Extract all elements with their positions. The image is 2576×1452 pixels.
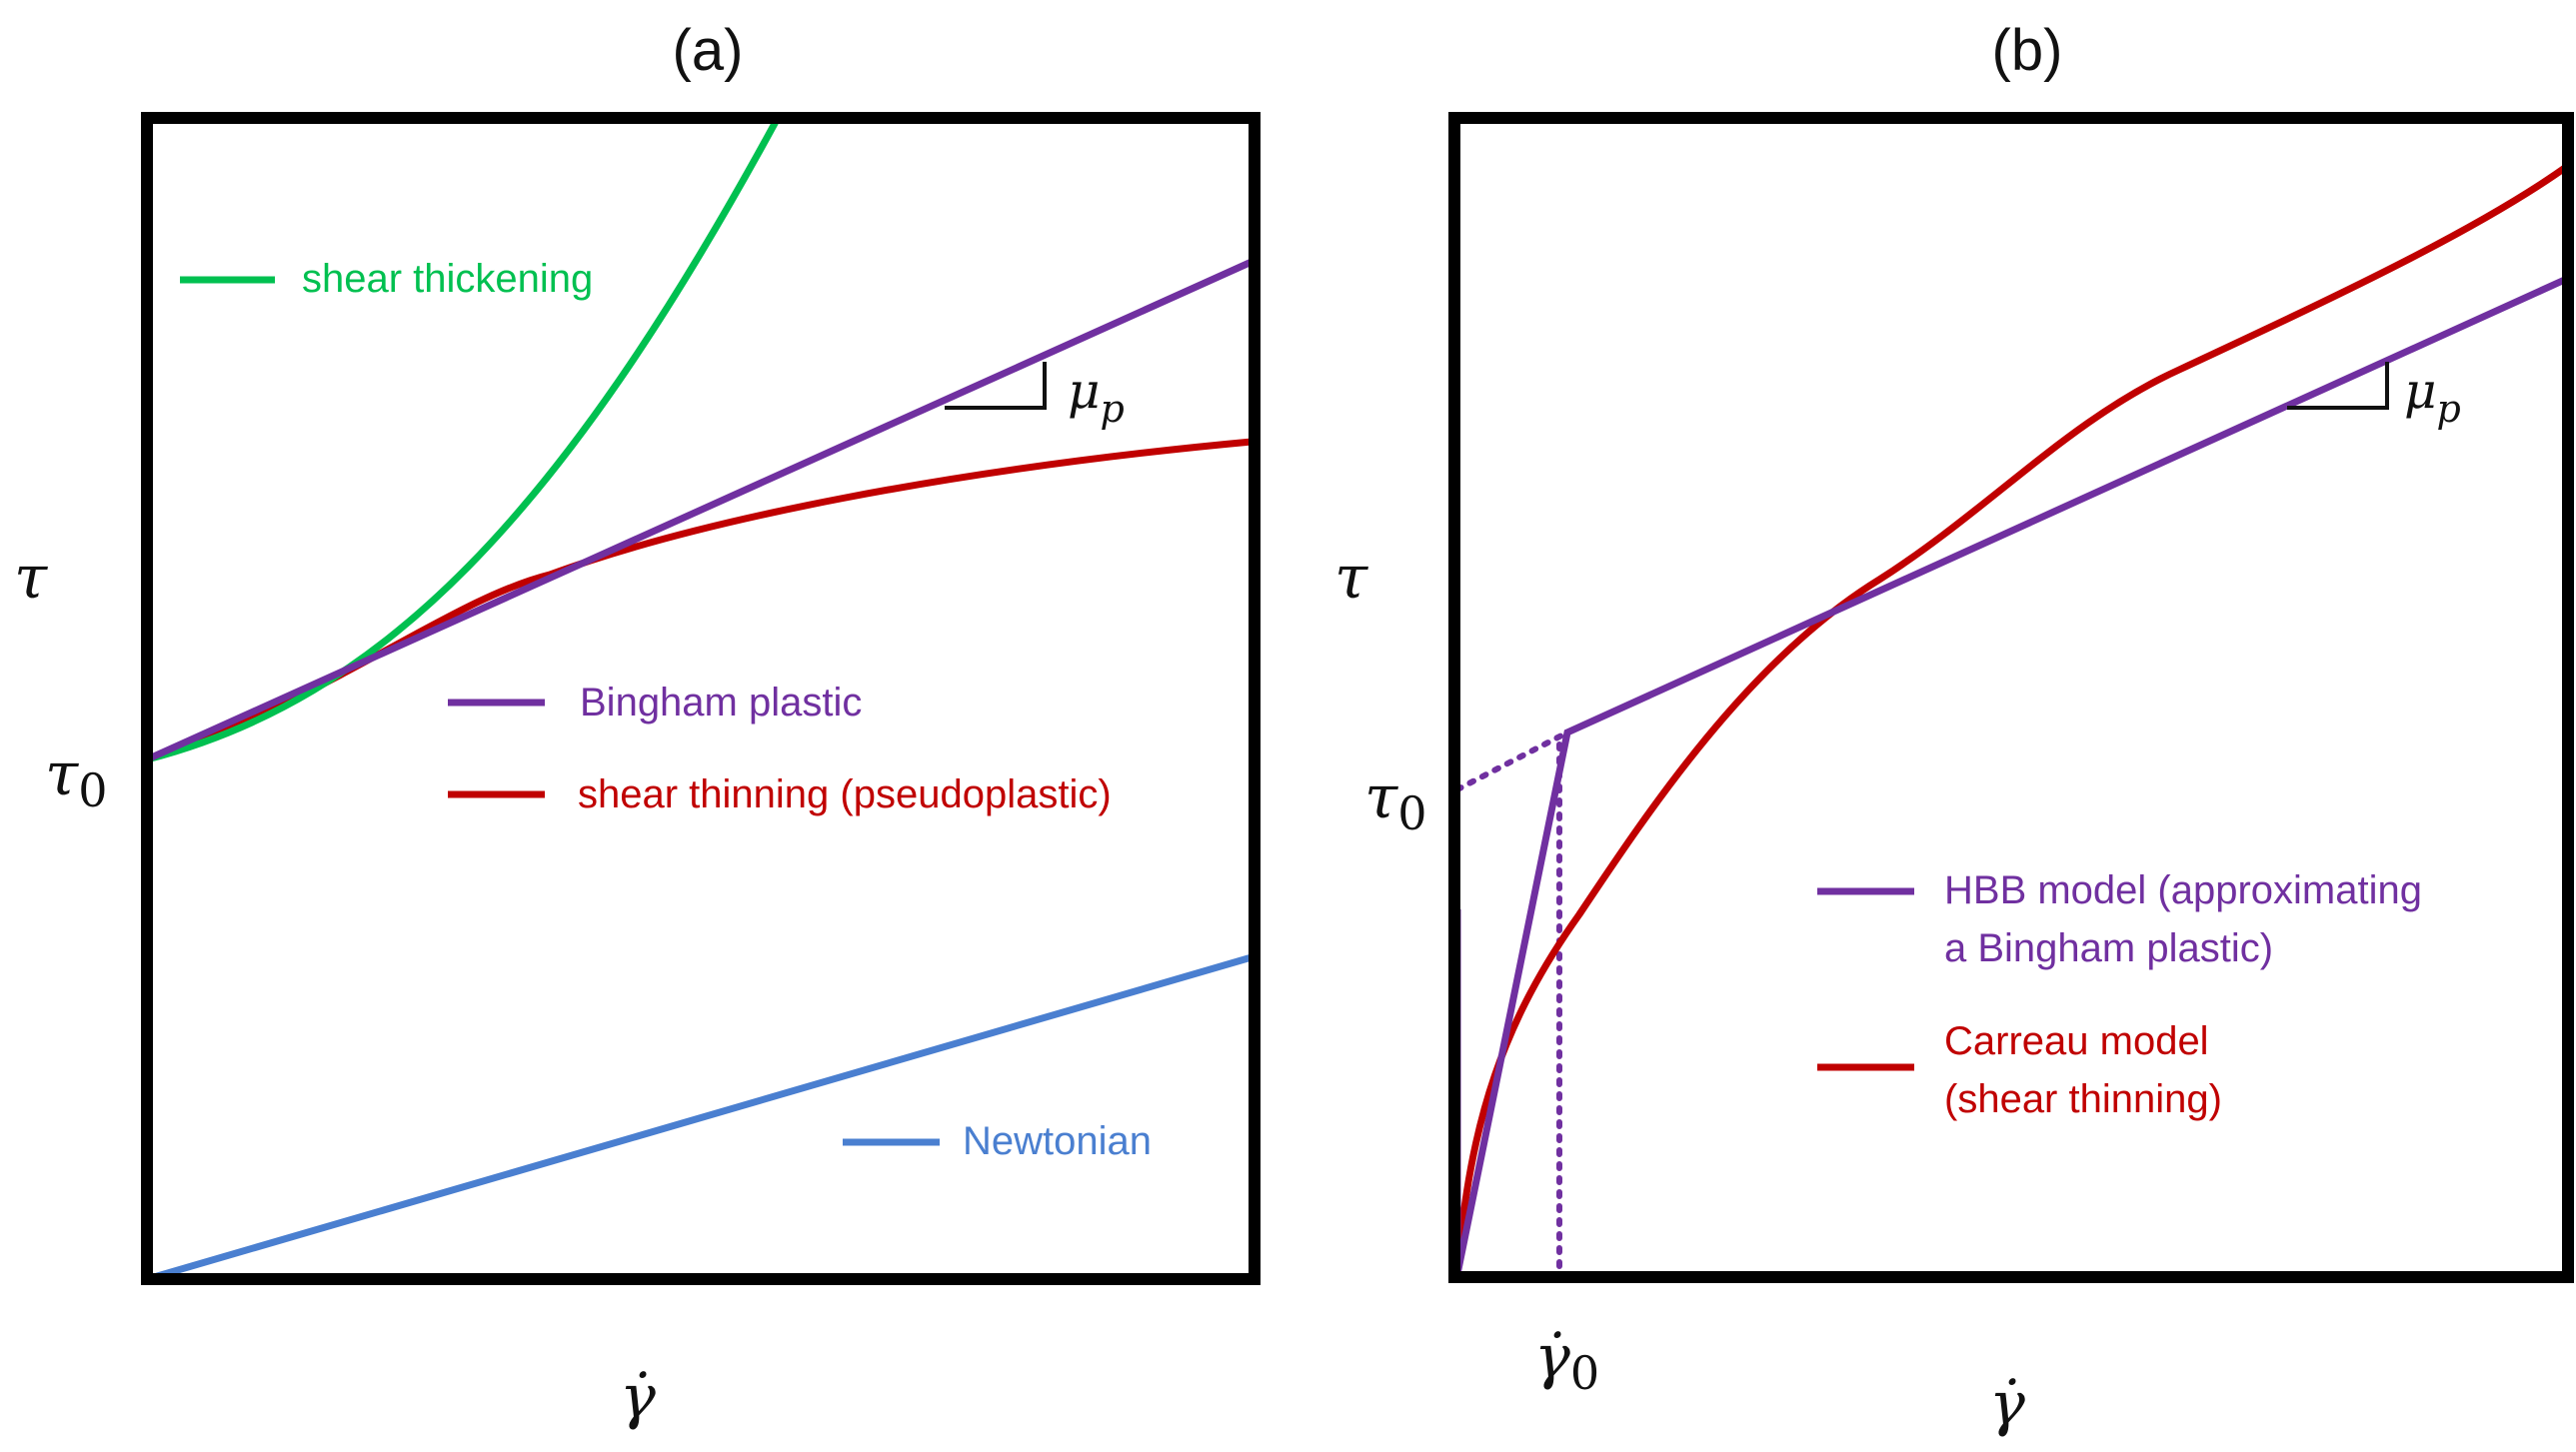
- gamma0-sub: 0: [1570, 1346, 1599, 1400]
- tau0-dotted-guide: [1454, 729, 1570, 792]
- legend-label-carreau-line1: Carreau model: [1944, 1019, 2209, 1063]
- legend-b: HBB model (approximating a Bingham plast…: [1817, 868, 2422, 1121]
- shear-thickening-curve: [146, 116, 782, 763]
- tau0-b-sub: 0: [1397, 786, 1426, 840]
- slope-marker: [945, 362, 1047, 410]
- gamma-dot-axis-label: γ̇: [620, 1362, 656, 1432]
- slope-label-sub: p: [1101, 387, 1125, 431]
- tau0-label: τ0: [45, 739, 107, 817]
- gamma0-gamma: γ̇: [1534, 1322, 1570, 1392]
- legend-label-bingham: Bingham plastic: [580, 681, 862, 725]
- legend-label-shear-thickening: shear thickening: [302, 257, 593, 301]
- newtonian-curve: [146, 953, 1253, 1283]
- slope-label-b-mu: μ: [2404, 362, 2437, 420]
- slope-marker-b: [2287, 362, 2389, 410]
- tau-axis-label: τ: [14, 543, 48, 613]
- panel-b-title: (b): [1992, 18, 2063, 83]
- panel-a: (a) μp τ τ0 γ̇ shear thickening Bingham …: [14, 18, 1261, 1432]
- slope-label-b: μp: [2404, 362, 2461, 431]
- panel-a-frame: [141, 112, 1261, 1285]
- legend-label-newtonian: Newtonian: [963, 1119, 1152, 1163]
- panel-b: (b) μp τ τ0 γ̇0 γ̇ HBB model (approximat…: [1334, 18, 2574, 1439]
- tau-axis-label-b: τ: [1334, 543, 1368, 613]
- carreau-model-curve: [1453, 162, 2572, 1275]
- tau0-sub: 0: [78, 763, 107, 817]
- panel-b-frame: [1448, 112, 2574, 1283]
- legend-label-hbb-line1: HBB model (approximating: [1944, 868, 2422, 912]
- tau0-tau: τ: [45, 739, 79, 809]
- slope-label-mu: μ: [1068, 362, 1101, 420]
- legend-label-carreau-line2: (shear thinning): [1944, 1077, 2222, 1121]
- legend-label-shear-thinning: shear thinning (pseudoplastic): [578, 772, 1112, 816]
- tau0-label-b: τ0: [1364, 762, 1426, 840]
- legend-label-hbb-line2: a Bingham plastic): [1944, 926, 2273, 970]
- gamma-dot-axis-label-b: γ̇: [1989, 1369, 2025, 1439]
- gamma0-label: γ̇0: [1534, 1322, 1599, 1400]
- panel-a-title: (a): [673, 18, 744, 83]
- slope-label: μp: [1068, 362, 1125, 431]
- legend-a: shear thickening Bingham plastic shear t…: [180, 257, 1152, 1163]
- tau0-b-tau: τ: [1364, 762, 1398, 832]
- slope-label-b-sub: p: [2437, 387, 2461, 431]
- hbb-model-curve: [1453, 274, 2571, 1275]
